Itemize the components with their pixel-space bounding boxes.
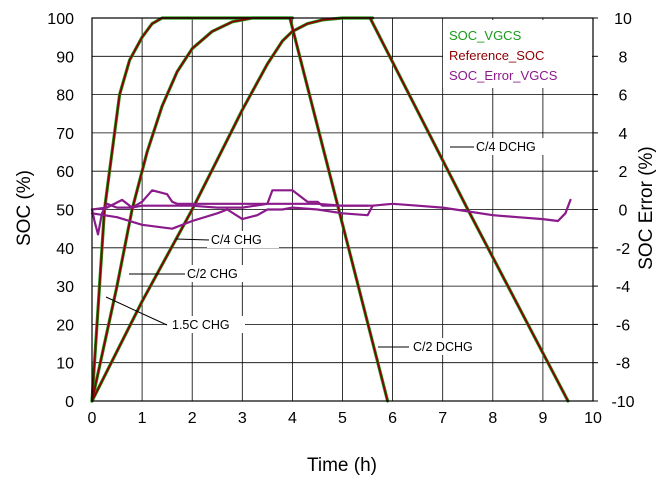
- axis-ticks: 0 1 2 3 4 5 6 7 8 9 100102030405060708090100-10-8-…: [47, 11, 634, 427]
- x-tick-label: 1: [138, 410, 147, 427]
- y-tick-label: 50: [56, 203, 74, 220]
- x-tick-label: 9: [538, 410, 547, 427]
- y2-tick-label: -6: [616, 317, 630, 334]
- x-tick-label: 8: [488, 410, 497, 427]
- y2-tick-label: 0: [619, 203, 628, 220]
- series-line: [90, 189, 369, 211]
- y2-tick-label: 2: [619, 164, 628, 181]
- x-tick-label: 6: [388, 410, 397, 427]
- series-soc-error-vgcs: [90, 189, 572, 236]
- series-line: [91, 17, 294, 402]
- y-tick-label: 40: [56, 241, 74, 258]
- x-tick-label: 0: [88, 410, 97, 427]
- y2-tick-label: 4: [619, 126, 628, 143]
- y-tick-label: 80: [56, 88, 74, 105]
- y2-axis-label: SOC Error (%): [636, 146, 657, 270]
- annotation-c2-dchg: C/2 DCHG: [378, 338, 492, 355]
- x-tick-label: 4: [288, 410, 297, 427]
- y2-tick-label: -2: [616, 241, 630, 258]
- annotation-c4-chg: C/4 CHG: [175, 231, 279, 248]
- series-line: [289, 17, 389, 402]
- y2-tick-label: -10: [611, 394, 634, 411]
- legend-entry-soc-error: SOC_Error_VGCS: [449, 68, 558, 83]
- x-axis-label: Time (h): [307, 455, 377, 476]
- y2-tick-label: 6: [619, 88, 628, 105]
- series-line: [90, 198, 572, 230]
- annotation-c2-chg-label: C/2 CHG: [187, 267, 238, 281]
- annotation-1-5c-chg-label: 1.5C CHG: [172, 318, 230, 332]
- y-tick-label: 20: [56, 317, 74, 334]
- y2-tick-label: -4: [616, 279, 630, 296]
- annotation-1-5c-chg: 1.5C CHG: [105, 296, 245, 333]
- y-tick-label: 0: [65, 394, 74, 411]
- x-tick-label: 10: [584, 410, 602, 427]
- y-tick-label: 60: [56, 164, 74, 181]
- y2-tick-label: -8: [616, 356, 630, 373]
- series-line: [90, 202, 374, 236]
- annotation-c4-chg-label: C/4 CHG: [211, 233, 262, 247]
- y-tick-label: 90: [56, 49, 74, 66]
- annotation-c4-dchg: C/4 DCHG: [450, 138, 556, 155]
- y2-tick-label: 10: [614, 11, 632, 28]
- x-tick-label: 5: [338, 410, 347, 427]
- x-tick-label: 2: [188, 410, 197, 427]
- annotation-c2-chg: C/2 CHG: [129, 265, 255, 282]
- y-tick-label: 100: [47, 11, 74, 28]
- y-tick-label: 30: [56, 279, 74, 296]
- legend-box: [443, 20, 592, 88]
- legend: SOC_VGCS Reference_SOC SOC_Error_VGCS: [443, 20, 592, 88]
- x-tick-label: 3: [238, 410, 247, 427]
- y-axis-label: SOC (%): [14, 170, 35, 246]
- x-tick-label: 7: [438, 410, 447, 427]
- legend-entry-reference-soc: Reference_SOC: [449, 48, 544, 63]
- series-layer: [90, 16, 572, 403]
- y2-tick-label: 8: [619, 49, 628, 66]
- legend-entry-soc-vgcs: SOC_VGCS: [449, 28, 522, 43]
- series-line: [369, 17, 569, 402]
- annotation-c2-dchg-label: C/2 DCHG: [413, 340, 473, 354]
- y-tick-label: 70: [56, 126, 74, 143]
- annotation-c4-dchg-label: C/4 DCHG: [476, 140, 536, 154]
- annotations: C/4 DCHG C/4 CHG C/2 CHG 1.5C CHG C/2 DC…: [105, 138, 556, 355]
- y-tick-label: 10: [56, 356, 74, 373]
- series-line: [91, 17, 294, 402]
